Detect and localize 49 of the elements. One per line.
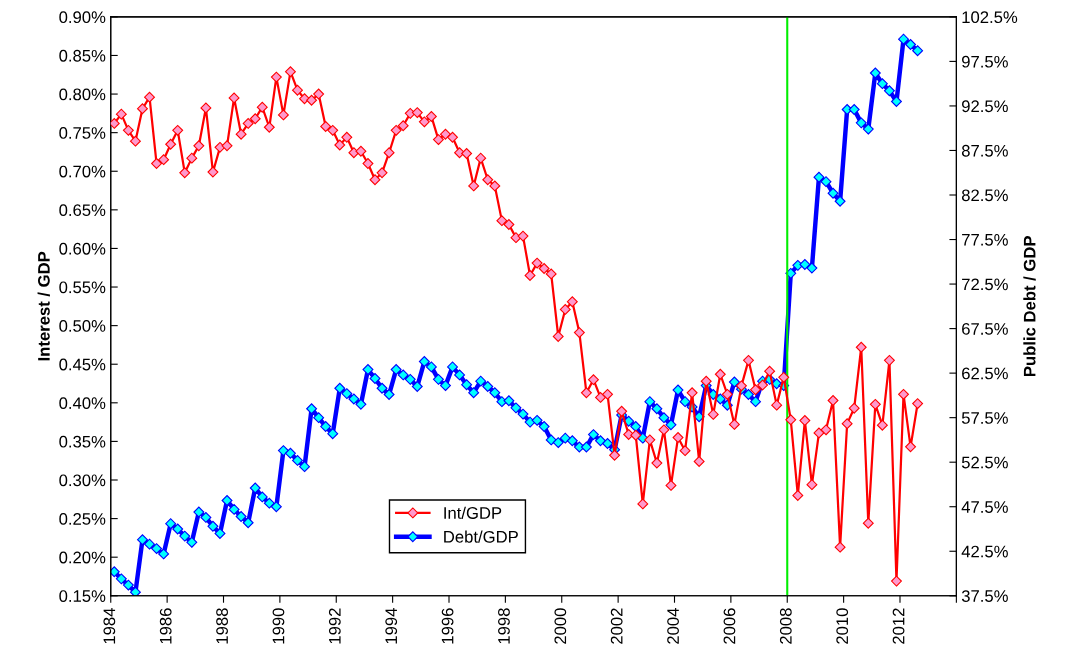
y2-axis-title: Public Debt / GDP <box>1023 236 1036 377</box>
y-tick-label: 0.35% <box>59 435 106 448</box>
x-tick-label: 1992 <box>328 608 341 644</box>
y-tick-label: 0.70% <box>59 165 106 178</box>
x-tick-label: 2002 <box>610 608 623 644</box>
x-tick-label: 1996 <box>441 608 454 644</box>
y2-tick-label: 67.5% <box>962 322 1008 335</box>
y2-tick-label: 77.5% <box>962 234 1008 246</box>
y-tick-label: 0.15% <box>59 590 106 602</box>
x-tick-label: 2012 <box>892 608 905 644</box>
y-tick-label: 0.55% <box>59 281 106 294</box>
x-tick-label: 2004 <box>667 608 679 644</box>
y2-tick-label: 62.5% <box>962 367 1008 380</box>
x-tick-label: 2006 <box>723 608 736 644</box>
x-tick-label: 1994 <box>385 608 398 644</box>
y2-tick-label: 37.5% <box>961 590 1008 602</box>
y-tick-label: 0.60% <box>59 242 106 255</box>
x-tick-label: 1998 <box>498 608 510 644</box>
x-tick-label: 1984 <box>103 608 116 644</box>
y-tick-label: 0.85% <box>59 49 106 62</box>
x-tick-label: 1990 <box>272 608 285 644</box>
y-tick-label: 0.20% <box>59 551 106 564</box>
y-tick-label: 0.45% <box>59 358 106 371</box>
y2-tick-label: 87.5% <box>961 144 1008 157</box>
legend-label: Int/GDP <box>444 506 502 519</box>
y2-tick-label: 72.5% <box>962 278 1008 291</box>
x-tick-label: 1988 <box>216 608 228 644</box>
x-tick-label: 1986 <box>159 608 172 644</box>
x-tick-label: 2008 <box>779 608 792 644</box>
y2-tick-label: 97.5% <box>962 55 1008 68</box>
y-tick-label: 0.65% <box>59 204 106 217</box>
y2-tick-label: 52.5% <box>961 456 1008 469</box>
y-axis-title: Interest / GDP <box>37 251 50 361</box>
y2-tick-label: 57.5% <box>961 412 1008 424</box>
y2-tick-label: 92.5% <box>962 100 1008 113</box>
legend-label: Debt/GDP <box>444 530 518 543</box>
y-tick-label: 0.50% <box>59 320 106 332</box>
y-tick-label: 0.25% <box>59 513 106 525</box>
y-tick-label: 0.75% <box>59 127 106 139</box>
y2-tick-label: 102.5% <box>962 11 1018 24</box>
y-tick-label: 0.80% <box>59 88 106 101</box>
y-tick-label: 0.40% <box>59 397 106 410</box>
y2-tick-label: 82.5% <box>961 189 1008 202</box>
x-tick-label: 2000 <box>554 608 567 644</box>
x-tick-label: 2010 <box>836 608 849 644</box>
y-tick-label: 0.90% <box>59 11 106 24</box>
y2-tick-label: 42.5% <box>961 545 1008 558</box>
y-tick-label: 0.30% <box>59 474 106 487</box>
y2-tick-label: 47.5% <box>961 501 1008 513</box>
